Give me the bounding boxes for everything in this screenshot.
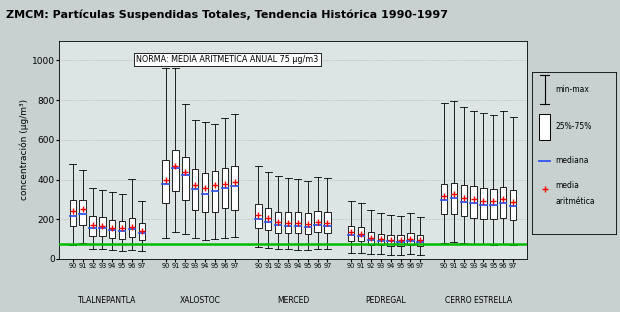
Bar [441, 183, 447, 214]
Text: MERCED: MERCED [277, 296, 309, 305]
Bar [89, 216, 95, 236]
Text: ZMCM: Partículas Suspendidas Totales, Tendencia Histórica 1990-1997: ZMCM: Partículas Suspendidas Totales, Te… [6, 9, 448, 20]
Bar [461, 185, 467, 216]
Bar [162, 160, 169, 203]
Text: CERRO ESTRELLA: CERRO ESTRELLA [445, 296, 512, 305]
Bar [99, 217, 105, 236]
Bar [407, 233, 414, 245]
Text: media: media [556, 181, 579, 190]
Bar [348, 226, 355, 241]
Bar [314, 211, 321, 232]
Bar [139, 223, 145, 240]
Bar [109, 220, 115, 237]
Bar [285, 212, 291, 233]
Bar [129, 218, 135, 237]
Bar [182, 157, 188, 200]
Text: NORMA: MEDIA ARITMETICA ANUAL 75 µg/m3: NORMA: MEDIA ARITMETICA ANUAL 75 µg/m3 [136, 55, 319, 64]
Text: mediana: mediana [556, 157, 589, 165]
Bar [480, 188, 487, 219]
Bar [471, 187, 477, 218]
Bar [324, 212, 330, 233]
Bar [368, 232, 374, 245]
Bar [119, 221, 125, 238]
Text: PEDREGAL: PEDREGAL [365, 296, 406, 305]
Bar [490, 189, 497, 219]
Bar [275, 212, 281, 233]
Bar [304, 213, 311, 234]
Text: aritmética: aritmética [556, 197, 595, 206]
Bar [539, 114, 551, 140]
Text: min-max: min-max [556, 85, 589, 94]
Bar [69, 200, 76, 226]
Bar [397, 235, 404, 246]
Bar [192, 168, 198, 210]
Bar [221, 168, 228, 208]
Bar [255, 204, 262, 228]
Bar [378, 234, 384, 246]
Bar [294, 212, 301, 233]
Bar [388, 235, 394, 246]
Bar [417, 235, 423, 246]
Bar [212, 171, 218, 212]
Y-axis label: concentración (µg/m³): concentración (µg/m³) [19, 99, 29, 200]
Bar [500, 187, 507, 218]
Bar [172, 150, 179, 192]
Bar [265, 208, 272, 230]
Bar [510, 190, 516, 220]
Text: XALOSTOC: XALOSTOC [180, 296, 221, 305]
Bar [202, 173, 208, 212]
Bar [451, 183, 457, 214]
Bar [79, 200, 86, 225]
Text: TLALNEPANTLA: TLALNEPANTLA [78, 296, 136, 305]
Bar [231, 166, 238, 210]
Text: 25%-75%: 25%-75% [556, 122, 591, 131]
Bar [358, 227, 365, 241]
